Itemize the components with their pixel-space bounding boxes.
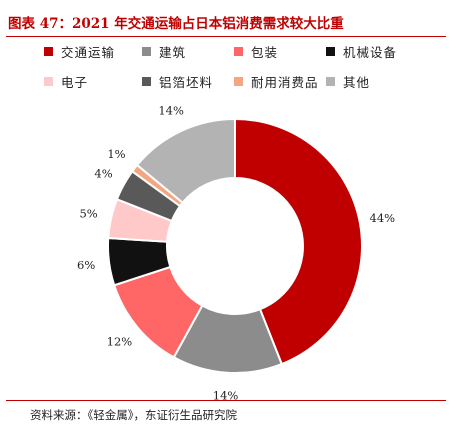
legend-swatch bbox=[326, 46, 335, 56]
legend-label: 建筑 bbox=[159, 44, 187, 60]
slice-label-6: 4% bbox=[94, 167, 112, 181]
legend-label: 耐用消费品 bbox=[251, 74, 319, 90]
legend-label: 包装 bbox=[251, 44, 279, 60]
legend-item-machinery: 机械设备 bbox=[326, 42, 397, 60]
footer-divider bbox=[6, 400, 446, 401]
legend-item-transport: 交通运输 bbox=[44, 42, 115, 60]
legend-item-electronics: 电子 bbox=[44, 72, 88, 90]
donut-slice-1 bbox=[234, 117, 363, 366]
chart-title: 图表 47：2021 年交通运输占日本铝消费需求较大比重 bbox=[8, 16, 344, 32]
legend-label: 其他 bbox=[343, 74, 371, 90]
slice-label-2: 14% bbox=[213, 389, 239, 403]
legend-item-foil-stock: 铝箔坯料 bbox=[142, 72, 213, 90]
legend-row-1: 交通运输 建筑 包装 机械设备 bbox=[44, 42, 444, 72]
legend-swatch bbox=[142, 46, 151, 56]
legend-label: 铝箔坯料 bbox=[159, 74, 214, 90]
slice-label-1: 44% bbox=[370, 211, 396, 225]
legend-label: 电子 bbox=[61, 74, 89, 90]
legend: 交通运输 建筑 包装 机械设备 电子 铝箔坯料 耐用消费品 其他 bbox=[44, 42, 444, 102]
legend-label: 交通运输 bbox=[61, 44, 116, 60]
legend-item-packaging: 包装 bbox=[234, 42, 278, 60]
legend-row-2: 电子 铝箔坯料 耐用消费品 其他 bbox=[44, 72, 444, 102]
legend-swatch bbox=[44, 76, 53, 86]
legend-item-durables: 耐用消费品 bbox=[234, 72, 319, 90]
legend-swatch bbox=[234, 76, 243, 86]
legend-swatch bbox=[44, 46, 53, 56]
donut-slice-8 bbox=[135, 117, 236, 205]
slice-label-5: 5% bbox=[79, 206, 97, 220]
slice-label-8: 14% bbox=[158, 103, 184, 117]
legend-item-construction: 建筑 bbox=[142, 42, 186, 60]
legend-swatch bbox=[142, 76, 151, 86]
legend-label: 机械设备 bbox=[343, 44, 398, 60]
title-bar: 图表 47：2021 年交通运输占日本铝消费需求较大比重 bbox=[6, 4, 446, 37]
source-note: 资料来源：《轻金属》，东证衍生品研究院 bbox=[30, 408, 237, 422]
legend-swatch bbox=[234, 46, 243, 56]
slice-label-7: 1% bbox=[107, 147, 125, 161]
slice-label-4: 6% bbox=[77, 258, 95, 272]
legend-item-other: 其他 bbox=[326, 72, 370, 90]
legend-swatch bbox=[326, 76, 335, 86]
slice-label-3: 12% bbox=[107, 335, 133, 349]
